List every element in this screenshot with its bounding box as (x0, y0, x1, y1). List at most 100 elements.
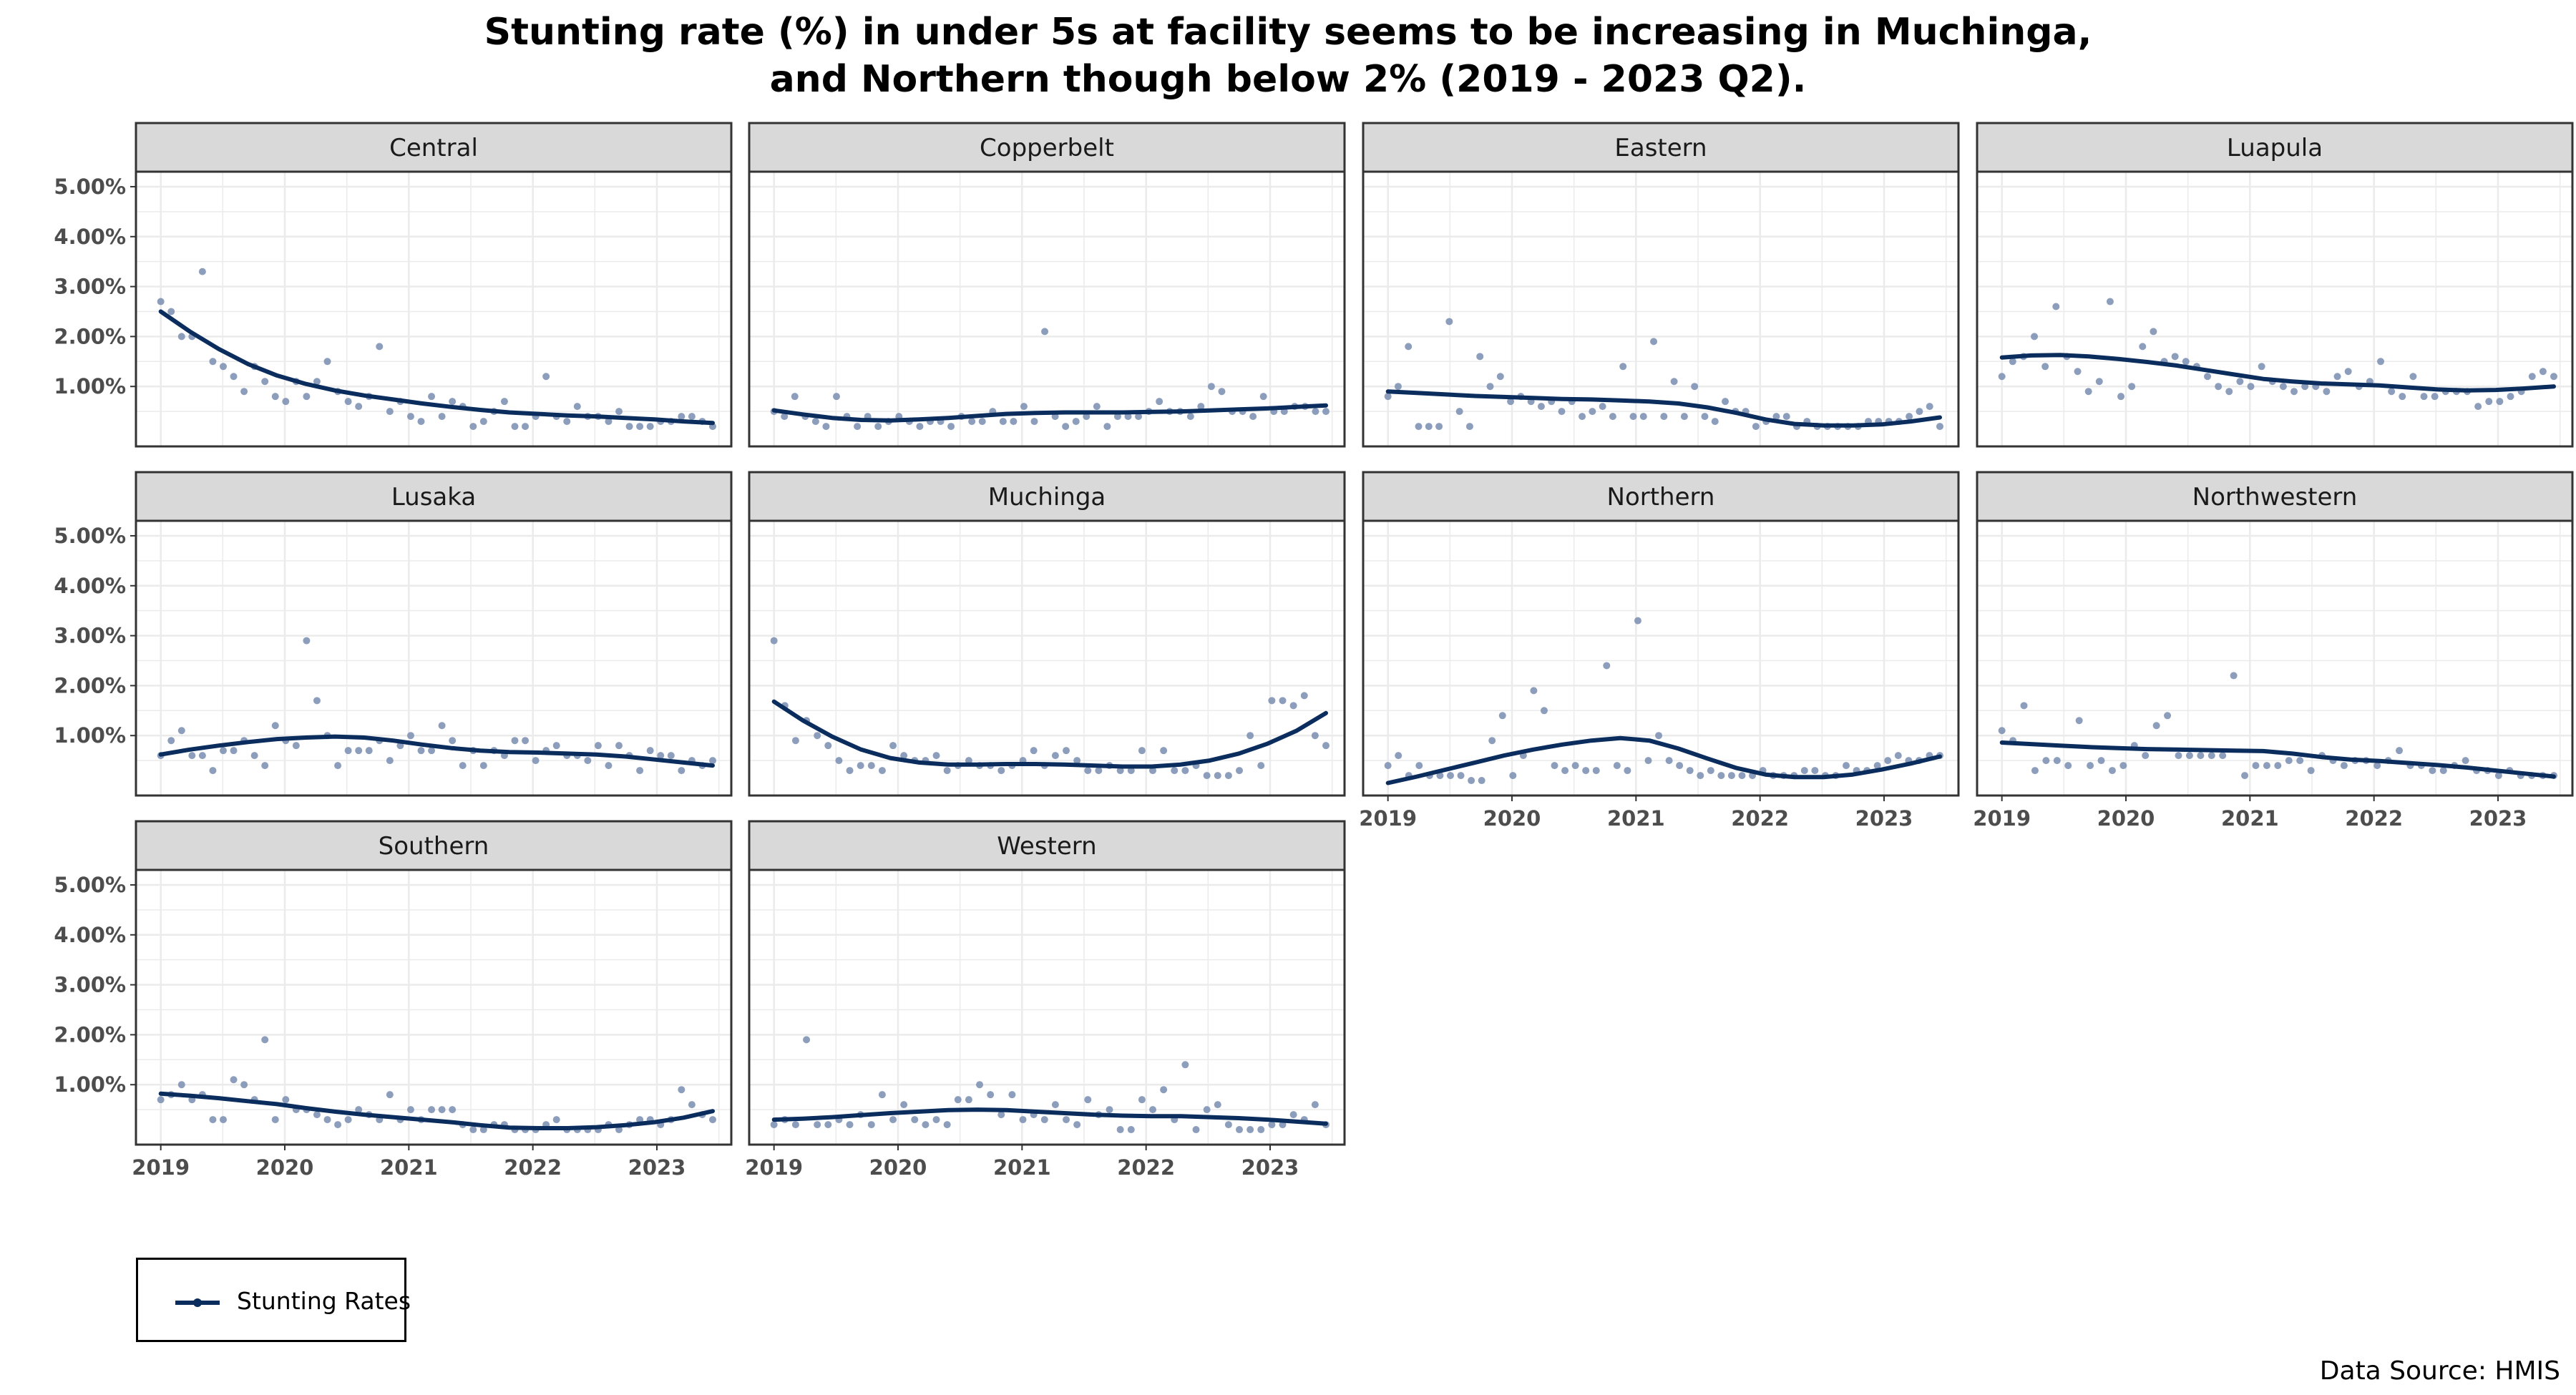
data-point (500, 398, 508, 406)
data-point (646, 423, 654, 431)
data-point (1116, 767, 1124, 775)
panel-muchinga: Muchinga (748, 471, 1346, 797)
data-point (2020, 702, 2028, 710)
panel-border (1976, 170, 2574, 448)
data-point (1171, 767, 1179, 775)
data-point (615, 408, 623, 416)
trend-line-northern (1385, 735, 1942, 785)
data-point (334, 762, 342, 770)
data-point (916, 423, 924, 431)
data-point (1268, 1121, 1276, 1129)
data-point (636, 423, 644, 431)
data-point (449, 398, 457, 406)
data-point (449, 1106, 457, 1114)
x-tick-label: 2019 (745, 1155, 803, 1180)
data-point (1224, 772, 1232, 780)
data-point (1558, 408, 1566, 416)
data-point (1259, 393, 1267, 401)
legend-line-point-key (175, 1298, 220, 1307)
data-point (2409, 373, 2417, 381)
data-point (1279, 697, 1287, 705)
data-point (709, 1116, 716, 1124)
data-point (2095, 378, 2103, 386)
gridlines (136, 172, 731, 446)
data-point (1289, 1111, 1297, 1119)
data-point (1599, 403, 1606, 411)
trend-line-eastern (1385, 389, 1942, 428)
data-point (1095, 767, 1103, 775)
data-point (1592, 767, 1600, 775)
data-point (822, 423, 830, 431)
data-point (2301, 383, 2309, 391)
data-point (2171, 353, 2179, 361)
data-point (2247, 383, 2255, 391)
data-point (1224, 1121, 1232, 1129)
facet-strip-copperbelt (748, 122, 1346, 173)
data-point (1670, 378, 1678, 386)
data-point (968, 418, 976, 426)
panel-border (1362, 519, 1960, 797)
data-point (313, 697, 321, 705)
data-point (438, 722, 446, 730)
chart-title: Stunting rate (%) in under 5s at facilit… (0, 9, 2576, 103)
data-point (854, 423, 862, 431)
trend-line-central (158, 309, 715, 426)
data-point (2053, 757, 2061, 765)
data-point (2462, 757, 2469, 765)
data-point (932, 752, 940, 760)
data-point (261, 762, 269, 770)
panel-southern: Southern 1.00% 2.00% 3.00% 4.00% 5.00% 2019 202… (54, 820, 733, 1180)
data-point (1624, 767, 1631, 775)
data-point (573, 403, 581, 411)
data-point (605, 762, 613, 770)
data-points-eastern (1384, 318, 1943, 431)
data-point (2230, 672, 2238, 680)
gridlines (136, 870, 731, 1145)
data-point (511, 423, 519, 431)
x-tick-label: 2021 (993, 1155, 1051, 1180)
legend-label: Stunting Rates (237, 1287, 411, 1315)
data-point (2185, 752, 2193, 760)
facet-label-northwestern: Northwestern (2192, 483, 2358, 512)
data-point (605, 418, 613, 426)
panel-border (135, 170, 733, 448)
facet-label-luapula: Luapula (2227, 134, 2323, 162)
gridlines (749, 172, 1345, 446)
data-point (1711, 418, 1719, 426)
data-point (2485, 398, 2493, 406)
data-point (177, 1081, 185, 1089)
data-point (846, 767, 854, 775)
data-point (1322, 408, 1330, 416)
facet-strip-luapula (1976, 122, 2574, 173)
panel-lusaka: Lusaka 1.00% 2.00% 3.00% 4.00% 5.00% (54, 471, 733, 797)
data-point (1322, 742, 1330, 750)
data-point (2494, 772, 2502, 780)
y-tick-label: 3.00% (54, 275, 126, 299)
data-point (1160, 1086, 1168, 1094)
data-point (1394, 383, 1402, 391)
data-point (1156, 398, 1163, 406)
data-point (2074, 368, 2082, 376)
data-point (1186, 413, 1194, 421)
data-point (469, 1126, 477, 1134)
data-point (1998, 727, 2006, 735)
data-point (922, 1121, 930, 1129)
data-point (428, 393, 436, 401)
y-tick-label: 2.00% (54, 673, 126, 698)
data-point (209, 767, 217, 775)
data-point (2323, 388, 2331, 396)
data-point (188, 752, 196, 760)
data-point (2236, 378, 2244, 386)
data-point (1727, 772, 1735, 780)
facet-strip-northwestern (1976, 471, 2574, 522)
data-point (874, 423, 882, 431)
data-point (1639, 413, 1647, 421)
data-point (947, 423, 955, 431)
data-point (2175, 752, 2182, 760)
data-point (1676, 762, 1684, 770)
data-point (1214, 1101, 1221, 1109)
data-point (678, 413, 686, 421)
data-point (303, 637, 311, 645)
trend-line-copperbelt (771, 403, 1328, 423)
data-point (1384, 762, 1392, 770)
